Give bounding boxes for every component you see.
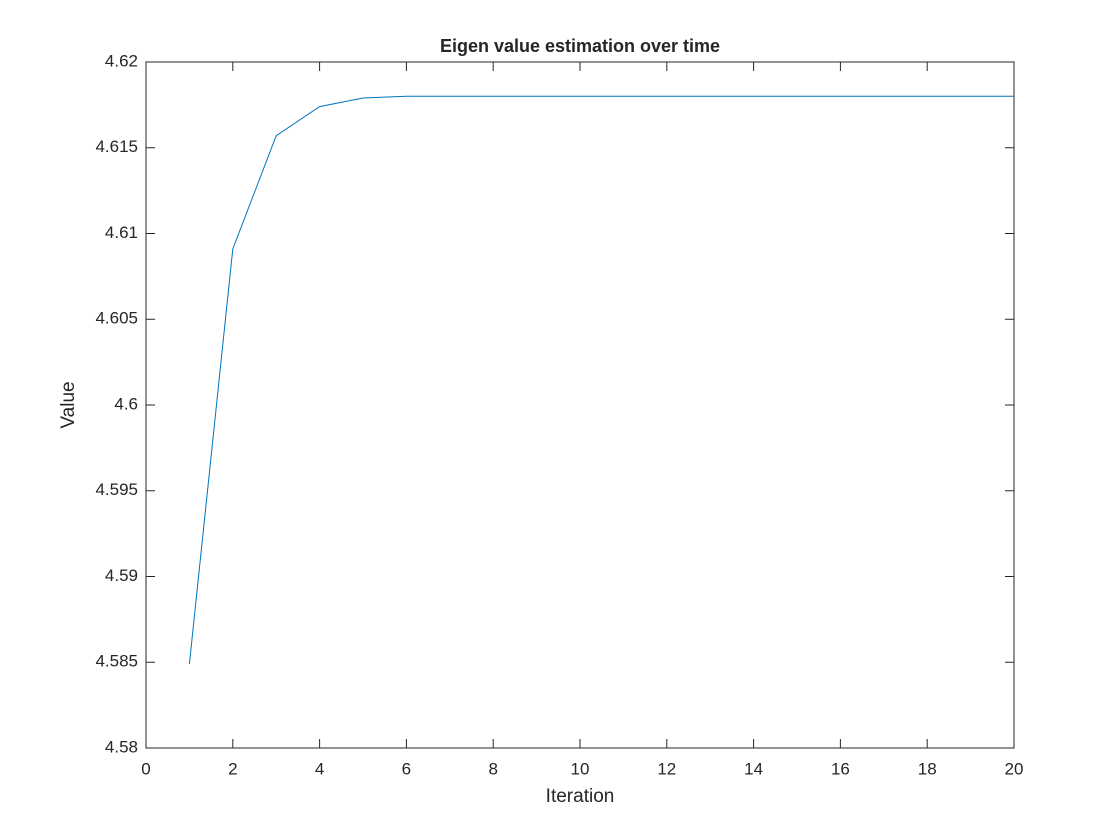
chart-title: Eigen value estimation over time (440, 36, 720, 56)
data-line (188, 95, 1014, 665)
x-axis-label: Iteration (546, 786, 615, 807)
x-tick-label: 0 (141, 759, 150, 778)
x-tick-label: 20 (1005, 759, 1024, 778)
x-tick-label: 8 (488, 759, 497, 778)
x-tick-label: 2 (228, 759, 237, 778)
x-tick-label: 18 (918, 759, 937, 778)
y-tick-label: 4.585 (95, 652, 138, 671)
x-tick-label: 16 (831, 759, 850, 778)
y-tick-label: 4.6 (114, 394, 138, 413)
y-tick-label: 4.58 (105, 737, 138, 756)
y-axis-label: Value (58, 381, 79, 428)
y-tick-label: 4.615 (95, 137, 138, 156)
x-tick-label: 10 (571, 759, 590, 778)
y-tick-label: 4.62 (105, 51, 138, 70)
y-tick-label: 4.595 (95, 480, 138, 499)
x-tick-label: 4 (315, 759, 324, 778)
y-tick-label: 4.59 (105, 566, 138, 585)
y-tick-label: 4.605 (95, 309, 138, 328)
y-tick-label: 4.61 (105, 223, 138, 242)
x-tick-label: 12 (657, 759, 676, 778)
x-tick-label: 6 (402, 759, 411, 778)
x-tick-label: 14 (744, 759, 763, 778)
